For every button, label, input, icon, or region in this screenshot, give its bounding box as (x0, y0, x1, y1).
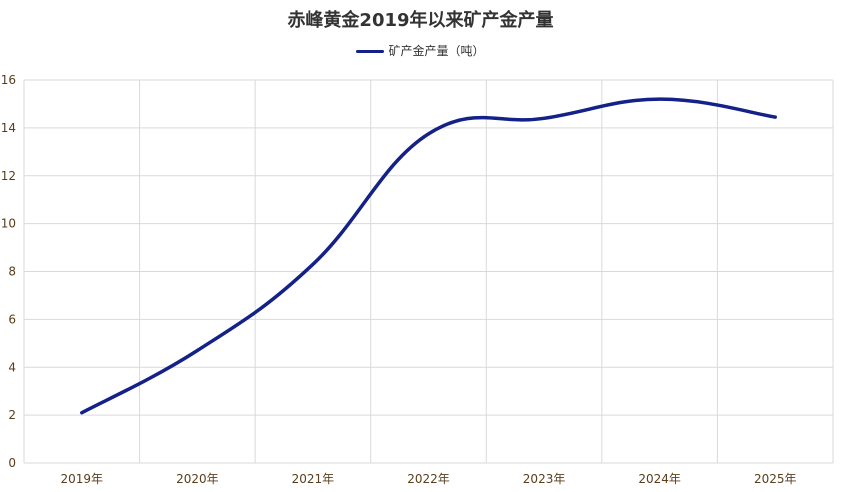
y-tick-label: 6 (8, 312, 16, 326)
x-tick-label: 2024年 (638, 472, 681, 486)
legend-line-swatch (356, 50, 385, 53)
x-tick-label: 2022年 (407, 472, 450, 486)
x-tick-label: 2020年 (176, 472, 219, 486)
x-tick-label: 2019年 (61, 472, 104, 486)
y-tick-label: 12 (1, 169, 16, 183)
y-tick-label: 8 (8, 265, 16, 279)
y-tick-label: 16 (1, 73, 16, 87)
series-line (80, 97, 777, 415)
y-tick-label: 2 (8, 408, 16, 422)
chart-title: 赤峰黄金2019年以来矿产金产量 (287, 10, 554, 31)
y-tick-label: 0 (8, 456, 16, 470)
x-tick-label: 2023年 (523, 472, 566, 486)
x-tick-label: 2021年 (292, 472, 335, 486)
y-tick-label: 4 (8, 360, 16, 374)
legend[interactable]: 矿产金产量（吨） (0, 42, 841, 59)
x-tick-label: 2025年 (754, 472, 797, 486)
y-tick-label: 10 (1, 217, 16, 231)
legend-label: 矿产金产量（吨） (388, 44, 485, 58)
y-tick-label: 14 (1, 121, 16, 135)
